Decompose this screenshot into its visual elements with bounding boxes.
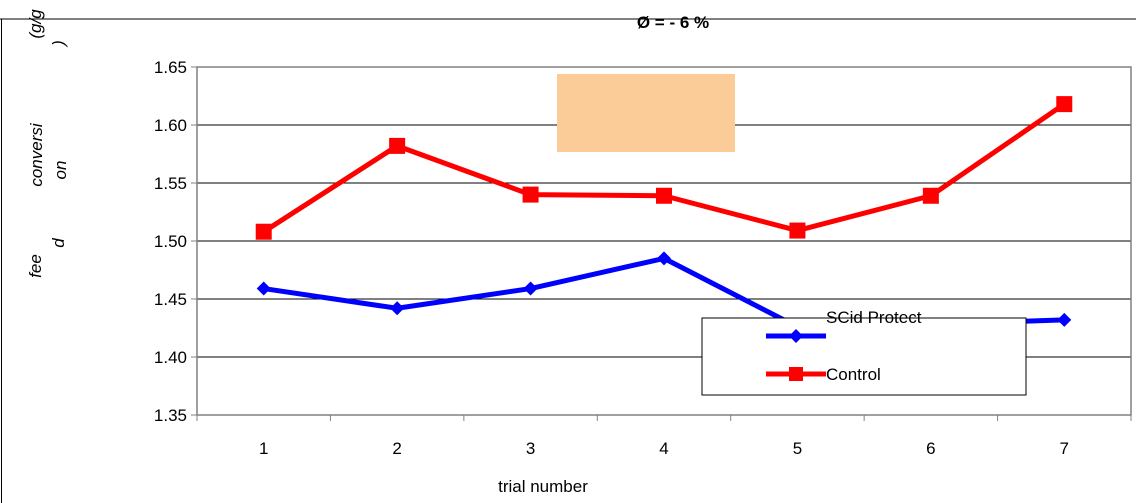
y-tick-label: 1.60 <box>154 116 187 135</box>
data-point-scid-protect <box>390 301 405 316</box>
x-tick-label: 7 <box>1060 439 1069 458</box>
annotation-box <box>557 74 735 152</box>
data-point-control <box>922 187 939 204</box>
legend-marker-scid-protect <box>789 329 803 343</box>
y-tick-label: 1.55 <box>154 174 187 193</box>
data-point-control <box>255 223 272 240</box>
series-line-scid-protect <box>263 255 1065 330</box>
legend: SCid Protect Control <box>701 308 1027 396</box>
y-tick-label: 1.40 <box>154 348 187 367</box>
x-tick-label: 6 <box>926 439 935 458</box>
y-tick-label: 1.45 <box>154 290 187 309</box>
data-point-control <box>656 187 672 204</box>
data-point-control <box>789 222 806 239</box>
data-point-scid-protect <box>657 251 671 266</box>
ylabel-part-4: on <box>51 161 70 180</box>
y-axis-ticks: 1.35 1.40 1.45 1.50 1.55 1.60 1.65 <box>154 58 197 425</box>
legend-label-control: Control <box>826 365 881 384</box>
y-tick-label: 1.50 <box>154 232 187 251</box>
legend-label-scid-protect: SCid Protect <box>826 308 922 327</box>
ylabel-part-3: conversi <box>27 122 46 187</box>
data-point-scid-protect <box>523 281 538 296</box>
ylabel-part-1: fee <box>26 254 45 278</box>
y-tick-label: 1.65 <box>154 58 187 77</box>
legend-box <box>701 317 1027 396</box>
data-point-control <box>1056 96 1073 113</box>
y-axis-label: fee d conversi on (g/g ) <box>26 9 70 278</box>
x-tick-label: 3 <box>526 439 535 458</box>
data-point-scid-protect <box>256 281 271 296</box>
x-axis-title: trial number <box>498 477 588 496</box>
plot-area-frame <box>196 66 1132 416</box>
x-tick-label: 4 <box>659 439 668 458</box>
x-axis-ticks: 1 2 3 4 5 6 7 <box>196 415 1132 458</box>
ylabel-part-6: ) <box>49 40 68 48</box>
y-tick-label: 1.35 <box>154 406 187 425</box>
x-tick-label: 2 <box>392 439 401 458</box>
data-point-scid-protect <box>1057 312 1072 327</box>
ylabel-part-2: d <box>49 238 68 248</box>
x-tick-label: 1 <box>259 439 268 458</box>
x-tick-label: 5 <box>793 439 802 458</box>
legend-marker-control <box>789 367 803 381</box>
data-point-control <box>389 137 406 154</box>
data-point-control <box>522 186 539 203</box>
chart-title: Ø = - 6 % <box>637 13 709 32</box>
ylabel-part-5: (g/g <box>26 9 45 39</box>
